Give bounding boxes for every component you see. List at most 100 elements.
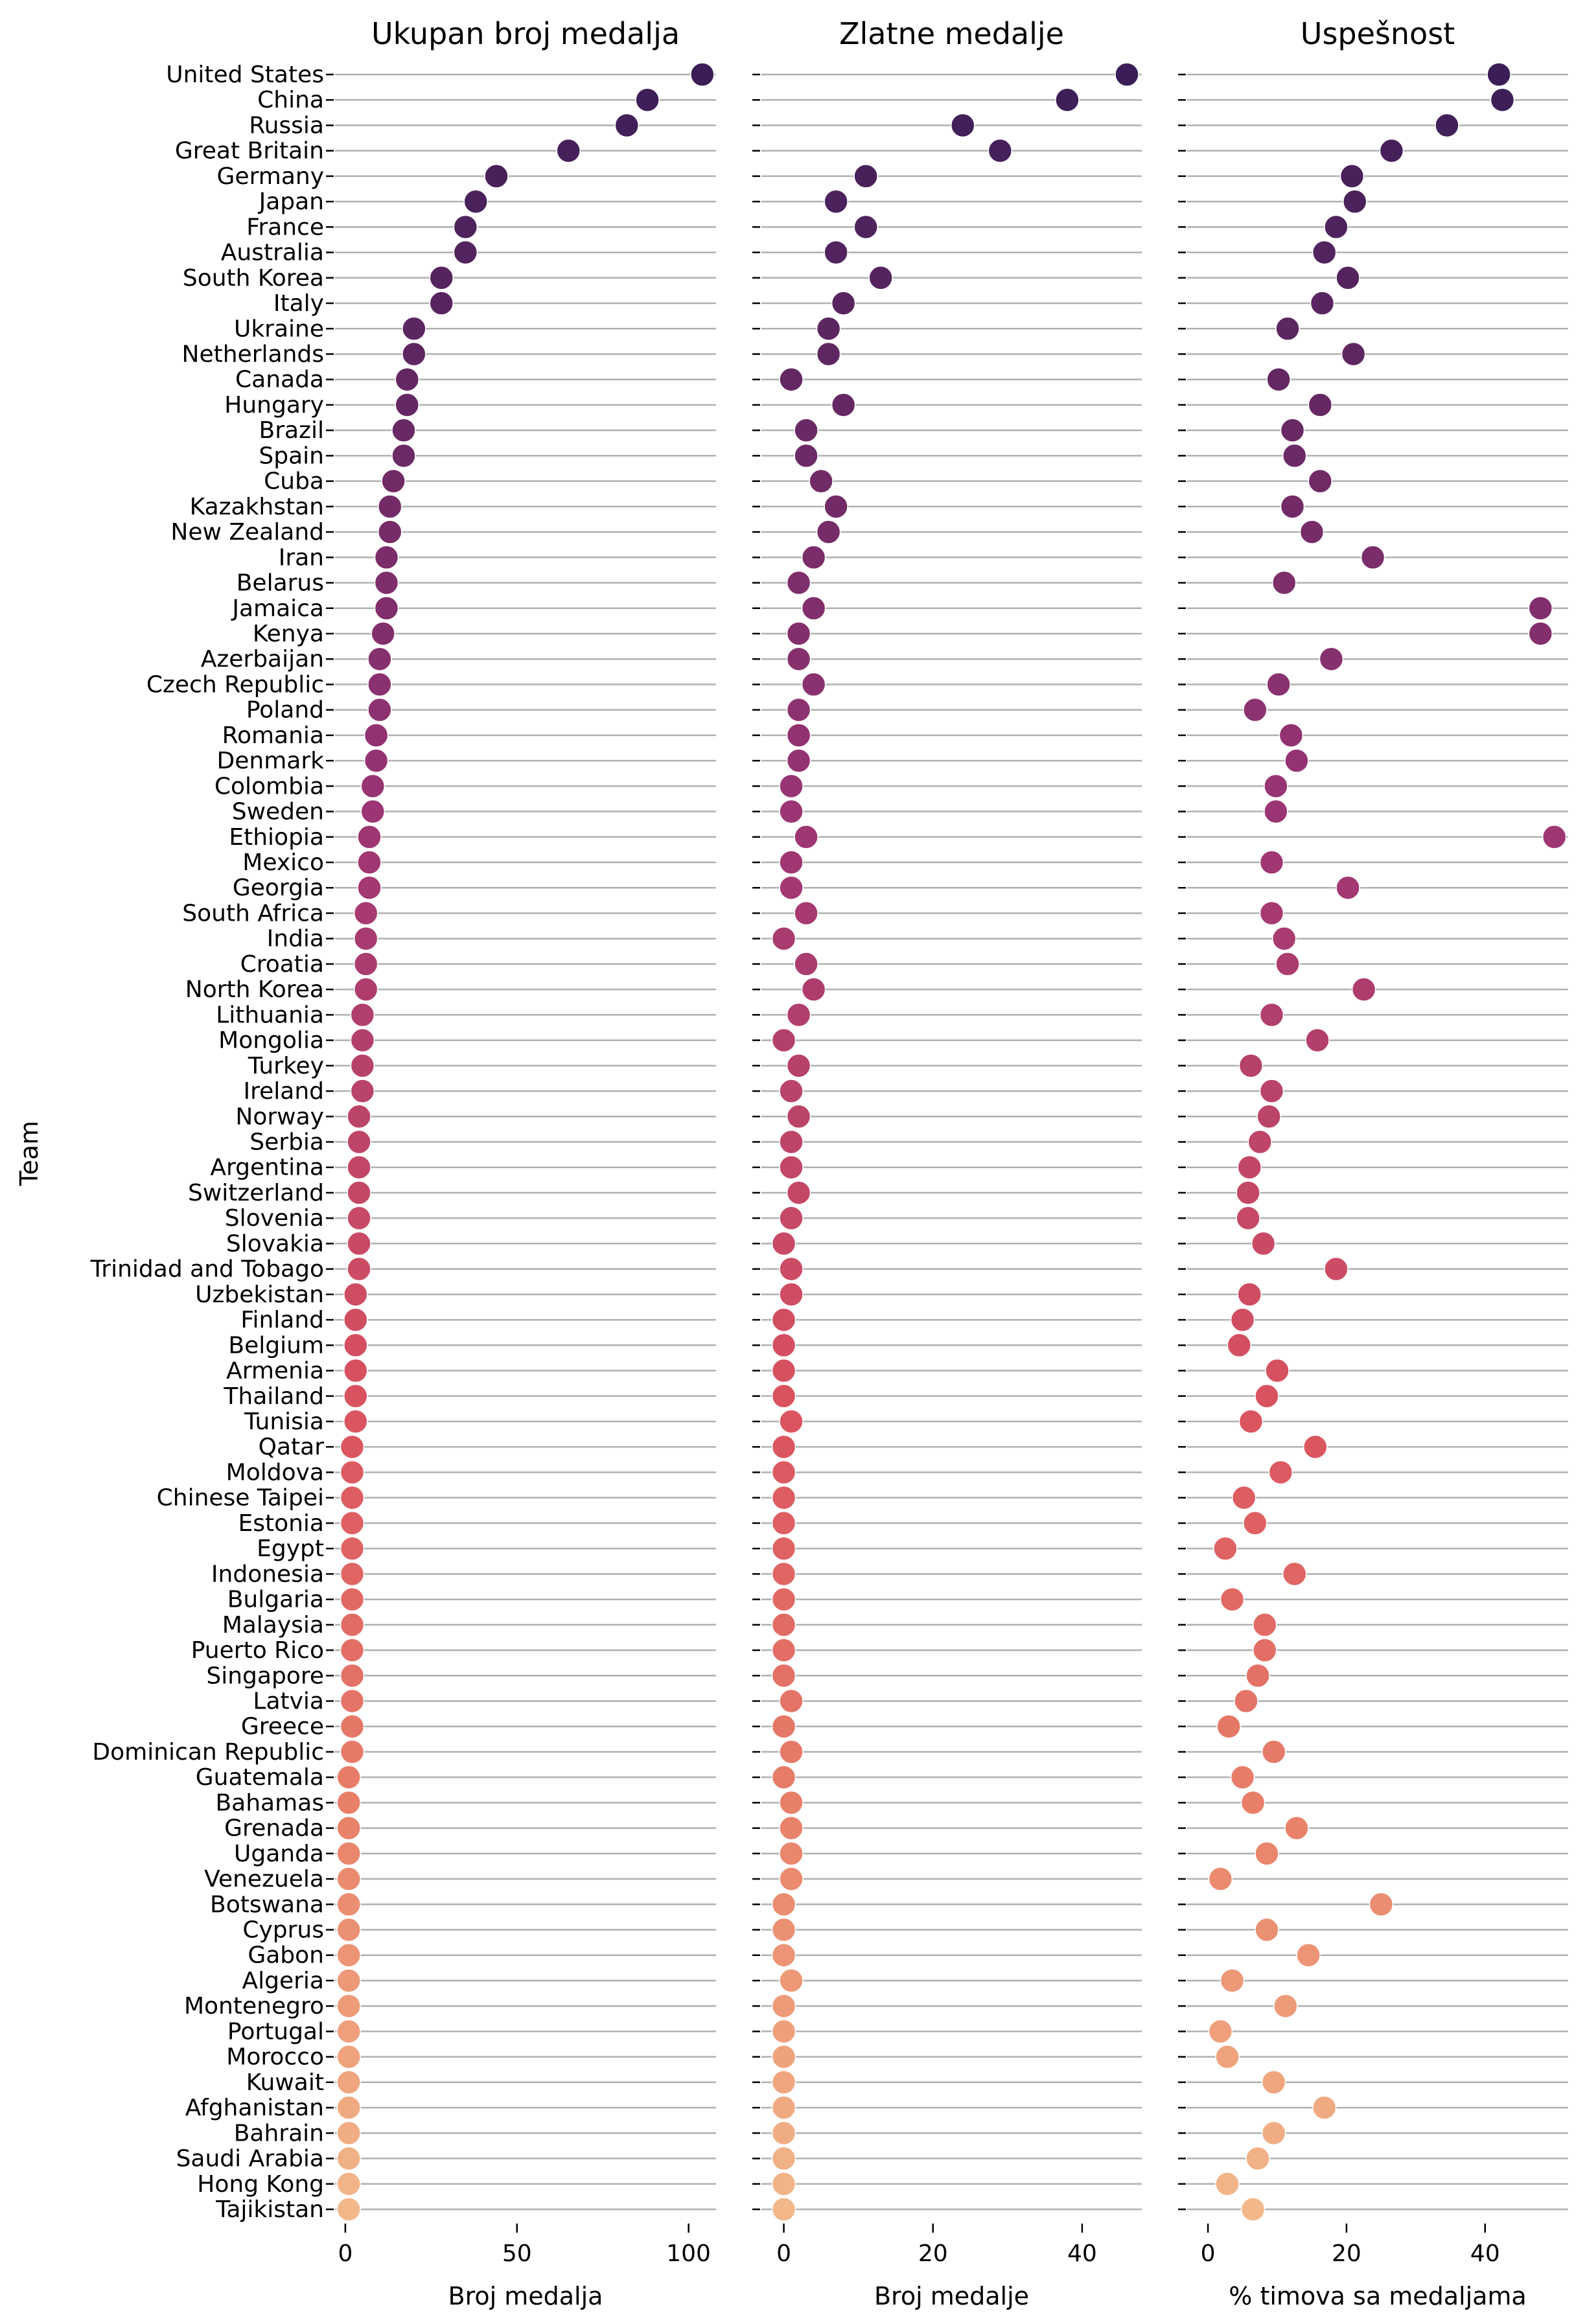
team-label: Colombia <box>214 773 324 800</box>
data-point <box>771 1892 796 1917</box>
team-label: Thailand <box>223 1383 324 1410</box>
data-point <box>779 1790 804 1815</box>
data-point <box>786 570 811 595</box>
team-label: Saudi Arabia <box>176 2146 324 2172</box>
data-point <box>771 926 796 951</box>
data-point <box>378 520 402 544</box>
data-point <box>453 240 478 265</box>
data-point <box>340 1638 365 1662</box>
data-point <box>1339 164 1365 189</box>
data-point <box>779 1409 804 1434</box>
data-point <box>350 1079 375 1103</box>
data-point <box>1336 875 1360 900</box>
data-point <box>771 2121 796 2146</box>
data-point <box>343 1409 368 1434</box>
team-label: Malaysia <box>222 1612 324 1639</box>
data-point <box>347 1129 371 1155</box>
data-point <box>1369 1892 1394 1917</box>
data-point <box>340 1485 365 1510</box>
data-point <box>336 2146 361 2171</box>
data-point <box>868 266 893 290</box>
data-point <box>1245 2146 1270 2171</box>
team-label: Ethiopia <box>229 824 324 851</box>
team-label: Sweden <box>232 799 324 825</box>
x-tick-label: 0 <box>338 2240 353 2267</box>
data-point <box>771 1994 796 2018</box>
data-point <box>1240 1790 1266 1815</box>
data-point <box>340 1688 365 1714</box>
data-point <box>395 367 419 392</box>
data-point <box>1257 1104 1281 1129</box>
data-point <box>771 1333 796 1358</box>
data-point <box>1240 2197 1266 2222</box>
data-point <box>336 1968 361 1993</box>
data-point <box>391 443 416 468</box>
team-label: Indonesia <box>211 1561 324 1587</box>
data-point <box>1280 418 1305 443</box>
data-point <box>1264 799 1288 824</box>
team-label: Serbia <box>249 1129 324 1156</box>
data-point <box>1319 647 1344 671</box>
data-point <box>771 1561 796 1587</box>
data-point <box>367 672 392 697</box>
data-point <box>336 1892 361 1917</box>
data-point <box>336 1867 361 1891</box>
data-point <box>779 850 804 875</box>
data-point <box>1236 1206 1260 1230</box>
data-point <box>786 621 811 646</box>
data-point <box>1324 1256 1349 1282</box>
data-point <box>1251 1231 1276 1256</box>
data-point <box>771 1028 796 1053</box>
data-point <box>347 1104 371 1129</box>
data-point <box>1252 1613 1277 1637</box>
panel-title: Zlatne medalje <box>839 16 1064 51</box>
data-point <box>1252 1638 1277 1662</box>
x-tick-label: 40 <box>1067 2240 1097 2267</box>
data-point <box>350 1053 375 1078</box>
data-point <box>771 2197 796 2222</box>
x-tick-label: 20 <box>918 2240 948 2267</box>
data-point <box>794 825 818 849</box>
data-point <box>1238 1053 1264 1078</box>
data-point <box>1243 1511 1268 1536</box>
data-point <box>1303 1434 1328 1459</box>
team-label: Jamaica <box>231 595 324 622</box>
data-point <box>1227 1333 1251 1358</box>
panel-title: Ukupan broj medalja <box>371 16 680 51</box>
data-point <box>824 189 848 214</box>
team-label: Hong Kong <box>197 2171 324 2198</box>
data-point <box>786 1180 811 1205</box>
team-label: Slovakia <box>226 1230 324 1257</box>
data-point <box>1308 393 1333 417</box>
data-point <box>1259 901 1284 926</box>
data-point <box>1324 214 1349 240</box>
data-point <box>357 875 382 900</box>
data-point <box>1243 697 1268 722</box>
team-label: Greece <box>241 1714 324 1740</box>
team-label: Bahamas <box>215 1789 324 1816</box>
data-point <box>1230 1765 1255 1789</box>
data-point <box>340 1460 365 1485</box>
team-label: Croatia <box>240 951 324 978</box>
data-point <box>1310 291 1335 316</box>
data-point <box>1261 1740 1286 1764</box>
team-label: Tunisia <box>244 1409 324 1435</box>
data-point <box>816 341 841 367</box>
data-point <box>1215 2172 1240 2196</box>
data-point <box>809 468 833 494</box>
team-label: Belarus <box>237 570 324 597</box>
data-point <box>360 799 386 824</box>
data-point <box>1255 1917 1279 1942</box>
data-point <box>1342 189 1367 214</box>
data-point <box>779 1740 804 1764</box>
data-point <box>395 393 419 417</box>
data-point <box>771 2146 796 2171</box>
data-point <box>336 2095 361 2120</box>
team-label: Belgium <box>228 1332 324 1359</box>
data-point <box>801 672 826 697</box>
data-point <box>336 1841 361 1866</box>
data-point <box>367 697 392 722</box>
team-label: Moldova <box>226 1459 324 1486</box>
panel-title: Uspešnost <box>1301 16 1455 51</box>
data-point <box>816 316 841 341</box>
